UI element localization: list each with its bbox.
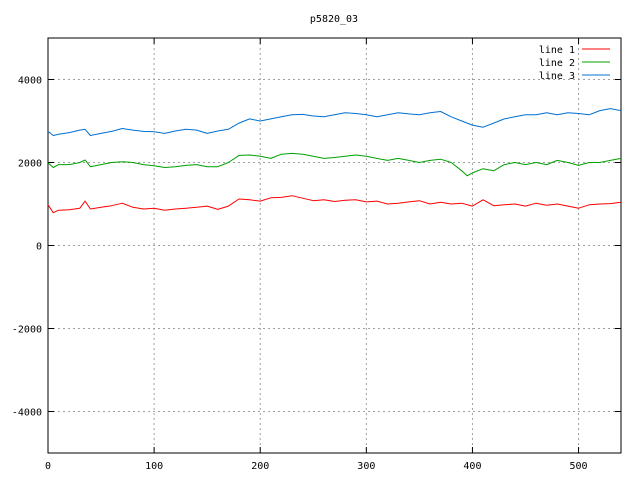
series-line-1 [47, 195, 622, 214]
y-tick-label: 4000 [18, 76, 42, 87]
x-tick-label: 300 [357, 461, 375, 472]
x-tick-label: 0 [45, 461, 51, 472]
y-tick-label: -2000 [12, 325, 42, 336]
series-line-2 [47, 152, 622, 177]
x-tick-label: 100 [145, 461, 163, 472]
grid-lines [48, 38, 621, 453]
axis-ticks: 0 100 200 300 400 500 -4000 -2000 0 2000 4000 [12, 38, 621, 472]
y-tick-label: -4000 [12, 408, 42, 419]
legend-label-3: line 3 [539, 71, 575, 82]
legend-label-2: line 2 [539, 58, 575, 69]
x-tick-label: 500 [570, 461, 588, 472]
series-group [47, 108, 622, 214]
chart-title: p5820_03 [310, 14, 358, 25]
x-tick-label: 200 [251, 461, 269, 472]
y-tick-label: 2000 [18, 159, 42, 170]
y-tick-label: 0 [36, 242, 42, 253]
x-tick-label: 400 [463, 461, 481, 472]
legend-label-1: line 1 [539, 45, 575, 56]
series-line-3 [47, 108, 622, 136]
legend: line 1 line 2 line 3 [539, 45, 610, 82]
